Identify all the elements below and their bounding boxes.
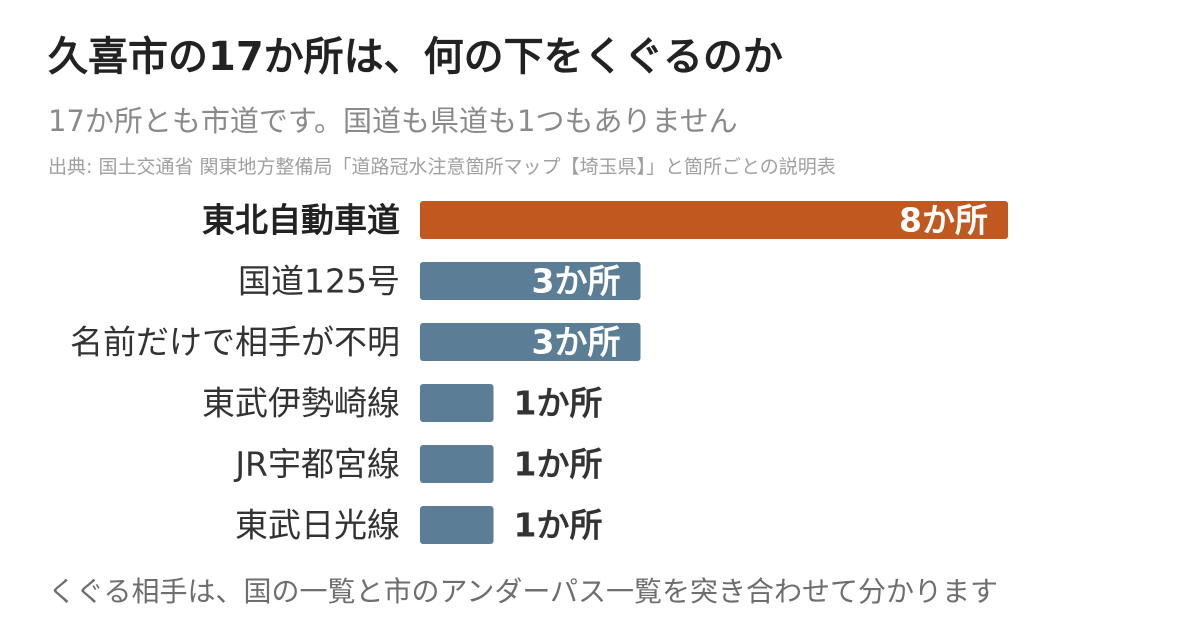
bar (420, 323, 641, 361)
category-label: 名前だけで相手が不明 (70, 323, 400, 362)
category-label: 東武伊勢崎線 (202, 384, 400, 423)
footnote: くぐる相手は、国の一覧と市のアンダーパス一覧を突き合わせて分かります (48, 575, 999, 608)
bar (420, 262, 641, 300)
bar (420, 506, 494, 544)
category-label: 国道125号 (238, 262, 400, 301)
data-label: 8か所 (899, 201, 988, 240)
bar (420, 384, 494, 422)
bar (420, 445, 494, 483)
data-label: 3か所 (532, 262, 621, 301)
source-note: 出典: 国土交通省 関東地方整備局「道路冠水注意箇所マップ【埼玉県】」と箇所ごと… (48, 156, 836, 178)
chart-subtitle: 17か所とも市道です。国道も県道も1つもありません (48, 104, 738, 138)
chart-title: 久喜市の17か所は、何の下をくぐるのか (48, 34, 783, 80)
data-label: 1か所 (514, 384, 603, 423)
data-label: 1か所 (514, 445, 603, 484)
bar (420, 201, 1008, 239)
category-label: JR宇都宮線 (233, 445, 400, 484)
data-label: 3か所 (532, 323, 621, 362)
category-label: 東武日光線 (235, 506, 400, 545)
category-label: 東北自動車道 (202, 201, 400, 240)
data-label: 1か所 (514, 506, 603, 545)
